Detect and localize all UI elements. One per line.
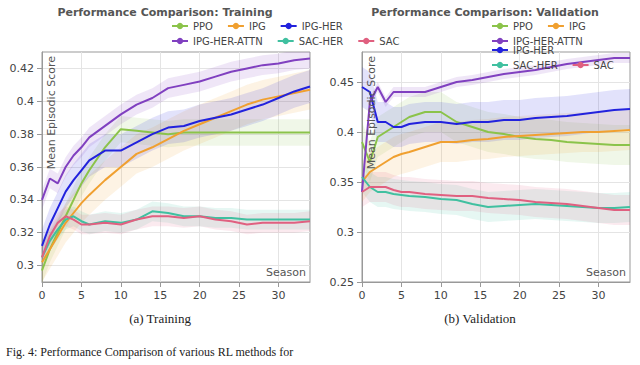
svg-text:Performance Comparison: Valida: Performance Comparison: Validation [371,6,599,19]
svg-text:0.32: 0.32 [10,226,35,239]
svg-text:IPG-HER-ATTN: IPG-HER-ATTN [193,36,263,47]
svg-text:10: 10 [114,289,128,302]
svg-text:0.36: 0.36 [10,161,35,174]
svg-text:PPO: PPO [513,21,533,32]
svg-text:IPG: IPG [249,21,266,32]
svg-text:Fig. 4: Performance Comparison: Fig. 4: Performance Comparison of variou… [6,345,293,359]
svg-text:Mean Episodic Score: Mean Episodic Score [365,56,378,170]
svg-text:30: 30 [271,289,285,302]
svg-text:0.3: 0.3 [337,226,355,239]
svg-text:IPG-HER: IPG-HER [513,44,555,56]
svg-text:IPG-HER: IPG-HER [302,21,343,32]
svg-text:15: 15 [153,289,167,302]
svg-text:10: 10 [434,289,448,302]
svg-text:0: 0 [39,289,46,302]
svg-text:SAC-HER: SAC-HER [299,36,344,47]
svg-text:30: 30 [591,289,605,302]
svg-text:Season: Season [266,266,306,279]
svg-text:25: 25 [232,289,246,302]
svg-text:Mean Episodic Score: Mean Episodic Score [45,56,58,170]
svg-text:SAC: SAC [594,60,614,71]
svg-text:0.45: 0.45 [330,76,355,89]
svg-text:20: 20 [513,289,527,302]
svg-text:0.4: 0.4 [17,95,35,108]
svg-text:0.38: 0.38 [10,128,35,141]
svg-text:25: 25 [552,289,566,302]
svg-text:SAC: SAC [379,36,399,47]
svg-text:15: 15 [473,289,487,302]
svg-text:0.25: 0.25 [330,276,355,289]
svg-text:IPG: IPG [569,21,586,32]
svg-text:0.42: 0.42 [10,62,35,75]
svg-text:5: 5 [398,289,405,302]
svg-text:IPG-HER-ATTN: IPG-HER-ATTN [513,36,583,47]
svg-text:SAC-HER: SAC-HER [513,60,558,71]
svg-text:5: 5 [78,289,85,302]
svg-text:0.4: 0.4 [337,126,355,139]
svg-text:Season: Season [586,266,626,279]
svg-text:0.34: 0.34 [10,193,35,206]
svg-text:Performance Comparison: Traini: Performance Comparison: Training [57,6,272,19]
svg-text:0.35: 0.35 [330,176,355,189]
svg-text:20: 20 [193,289,207,302]
svg-text:(a) Training: (a) Training [129,311,191,326]
svg-text:0.3: 0.3 [17,259,35,272]
svg-text:0: 0 [359,289,366,302]
svg-text:PPO: PPO [193,21,213,32]
svg-text:(b) Validation: (b) Validation [444,311,516,326]
